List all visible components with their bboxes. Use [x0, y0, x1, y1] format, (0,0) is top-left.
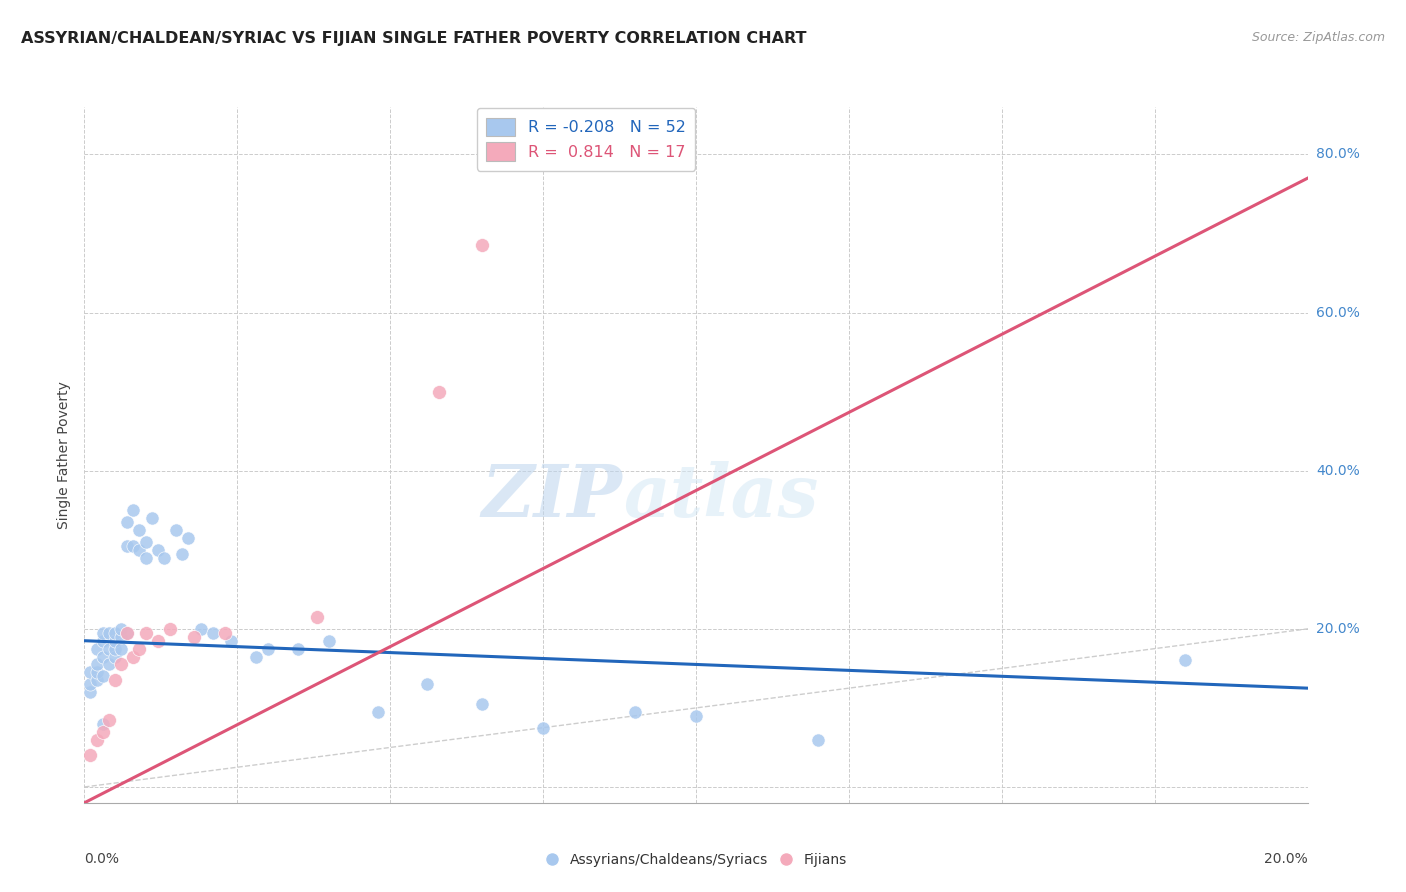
Point: [624, 705, 647, 719]
Point: [183, 630, 205, 644]
Point: [159, 622, 181, 636]
Point: [219, 633, 242, 648]
Point: [190, 622, 212, 636]
Point: [115, 625, 138, 640]
Text: Source: ZipAtlas.com: Source: ZipAtlas.com: [1251, 31, 1385, 45]
Point: [97, 657, 120, 672]
Point: [91, 649, 114, 664]
Point: [91, 625, 114, 640]
Point: [86, 657, 108, 672]
Point: [110, 641, 132, 656]
Point: [91, 716, 114, 731]
Point: [110, 622, 132, 636]
Point: [318, 633, 340, 648]
Point: [471, 238, 494, 252]
Text: 20.0%: 20.0%: [1264, 852, 1308, 865]
Point: [91, 633, 114, 648]
Point: [104, 673, 127, 688]
Point: [110, 657, 132, 672]
Point: [201, 625, 224, 640]
Point: [104, 625, 127, 640]
Point: [104, 649, 127, 664]
Point: [97, 713, 120, 727]
Text: 40.0%: 40.0%: [1316, 464, 1360, 478]
Point: [79, 685, 101, 699]
Point: [146, 633, 169, 648]
Point: [110, 630, 132, 644]
Point: [122, 649, 145, 664]
Point: [128, 523, 150, 537]
Point: [122, 539, 145, 553]
Point: [79, 665, 101, 680]
Point: [115, 515, 138, 529]
Point: [367, 705, 389, 719]
Point: [141, 511, 163, 525]
Point: [79, 677, 101, 691]
Point: [91, 669, 114, 683]
Point: [128, 542, 150, 557]
Point: [97, 625, 120, 640]
Text: 60.0%: 60.0%: [1316, 306, 1360, 319]
Point: [104, 633, 127, 648]
Point: [172, 547, 194, 561]
Point: [416, 677, 439, 691]
Point: [115, 539, 138, 553]
Point: [104, 641, 127, 656]
Point: [146, 542, 169, 557]
Point: [531, 721, 554, 735]
Point: [1174, 653, 1197, 667]
Point: [135, 534, 157, 549]
Y-axis label: Single Father Poverty: Single Father Poverty: [58, 381, 72, 529]
Point: [153, 550, 176, 565]
Point: [245, 649, 267, 664]
Point: [257, 641, 280, 656]
Point: [177, 531, 200, 545]
Text: ZIP: ZIP: [482, 461, 623, 533]
Point: [86, 673, 108, 688]
Point: [471, 697, 494, 711]
Point: [86, 641, 108, 656]
Point: [685, 708, 707, 723]
Point: [128, 641, 150, 656]
Point: [122, 503, 145, 517]
Text: atlas: atlas: [623, 461, 818, 533]
Point: [86, 665, 108, 680]
Legend: Assyrians/Chaldeans/Syriacs, Fijians: Assyrians/Chaldeans/Syriacs, Fijians: [538, 847, 853, 872]
Point: [97, 641, 120, 656]
Point: [165, 523, 187, 537]
Point: [305, 610, 328, 624]
Point: [91, 724, 114, 739]
Point: [287, 641, 309, 656]
Point: [79, 748, 101, 763]
Point: [115, 625, 138, 640]
Point: [86, 732, 108, 747]
Text: 20.0%: 20.0%: [1316, 622, 1360, 636]
Point: [135, 625, 157, 640]
Point: [807, 732, 830, 747]
Point: [214, 625, 236, 640]
Point: [135, 550, 157, 565]
Text: ASSYRIAN/CHALDEAN/SYRIAC VS FIJIAN SINGLE FATHER POVERTY CORRELATION CHART: ASSYRIAN/CHALDEAN/SYRIAC VS FIJIAN SINGL…: [21, 31, 807, 46]
Point: [427, 384, 450, 399]
Text: 80.0%: 80.0%: [1316, 147, 1360, 161]
Text: 0.0%: 0.0%: [84, 852, 120, 865]
